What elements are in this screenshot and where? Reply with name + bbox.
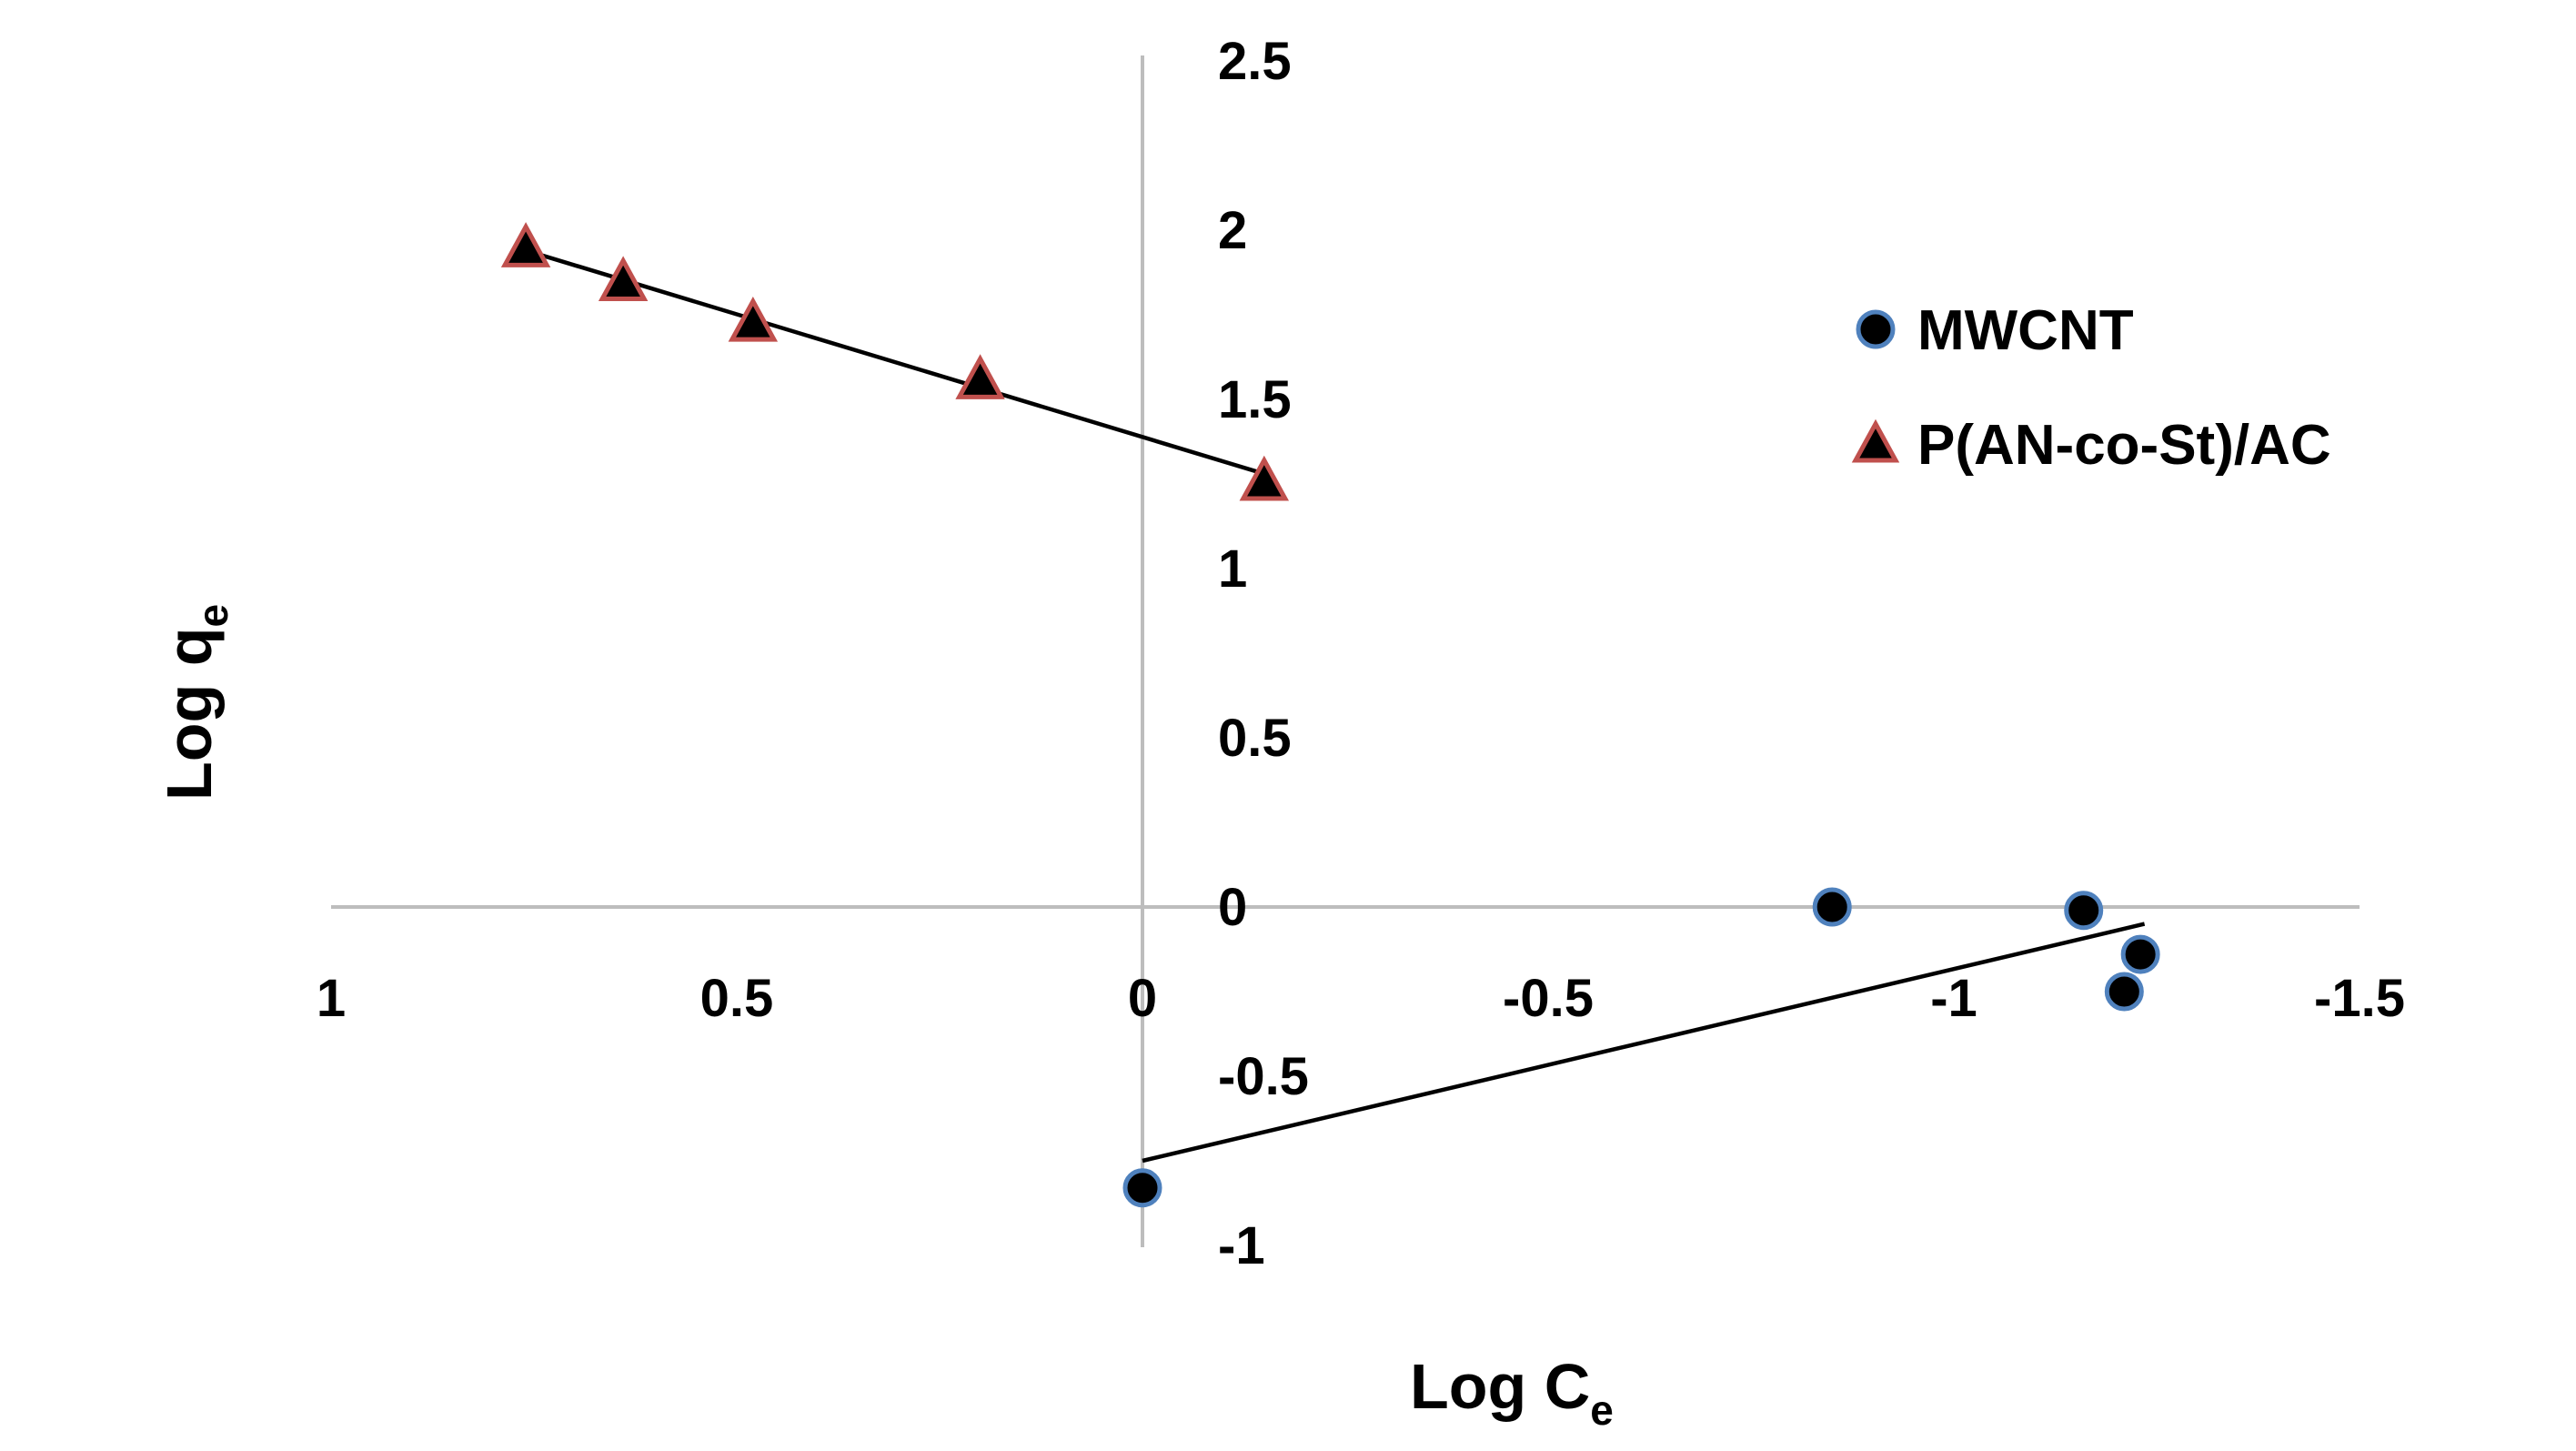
y-tick-label: 0.5 — [1218, 709, 1292, 768]
data-point-pan-co-st-ac — [598, 256, 649, 302]
y-tick-label: 2 — [1218, 201, 1247, 260]
legend-label-mwcnt: MWCNT — [1917, 299, 2134, 362]
data-points — [500, 222, 2160, 1208]
y-tick-label: 1.5 — [1218, 370, 1292, 429]
legend-item-mwcnt: MWCNT — [1856, 299, 2134, 362]
data-point-pan-co-st-ac — [500, 222, 551, 267]
legend-marker-mwcnt — [1856, 309, 1896, 349]
y-axis-title-sub: e — [189, 604, 236, 628]
legend-marker-pan — [1851, 418, 1900, 463]
data-point-mwcnt — [2120, 934, 2160, 974]
data-point-mwcnt — [2104, 972, 2144, 1012]
y-tick-label: -1 — [1218, 1216, 1265, 1275]
y-axis-title: Log qe — [154, 604, 236, 801]
x-tick-label: 0.5 — [700, 969, 774, 1028]
x-axis-title-sub: e — [1590, 1386, 1614, 1434]
x-axis-title-main: Log C — [1410, 1351, 1590, 1422]
data-point-pan-co-st-ac — [1239, 455, 1290, 501]
x-tick-label: 1 — [317, 969, 346, 1028]
x-tick-label: -1 — [1930, 969, 1977, 1028]
data-point-mwcnt — [1812, 887, 1852, 927]
y-tick-label: 0 — [1218, 878, 1247, 937]
y-axis-title-main: Log q — [154, 628, 225, 801]
y-tick-label: -0.5 — [1218, 1047, 1309, 1106]
x-tick-label: 0 — [1128, 969, 1157, 1028]
x-tick-labels: 1 0.5 0 -0.5 -1 -1.5 — [317, 969, 2405, 1028]
legend-label-pan: P(AN-co-St)/AC — [1917, 414, 2331, 477]
data-point-mwcnt — [1122, 1168, 1162, 1208]
y-tick-label: 2.5 — [1218, 32, 1292, 91]
legend-item-pan: P(AN-co-St)/AC — [1851, 414, 2331, 477]
data-point-mwcnt — [2064, 891, 2104, 931]
trendline-series-0 — [1142, 922, 2146, 1164]
x-tick-label: -0.5 — [1503, 969, 1594, 1028]
data-point-pan-co-st-ac — [728, 296, 779, 342]
trendline-series-1 — [525, 248, 1265, 476]
x-tick-label: -1.5 — [2314, 969, 2405, 1028]
y-tick-label: 1 — [1218, 539, 1247, 599]
y-tick-labels: 2.5 2 1.5 1 0.5 0 -0.5 -1 — [1218, 32, 1309, 1275]
data-point-pan-co-st-ac — [955, 354, 1005, 399]
x-axis-title: Log Ce — [1410, 1351, 1614, 1434]
trendlines — [525, 248, 2146, 1164]
axes — [331, 55, 2360, 1247]
legend: MWCNT P(AN-co-St)/AC — [1851, 299, 2331, 477]
